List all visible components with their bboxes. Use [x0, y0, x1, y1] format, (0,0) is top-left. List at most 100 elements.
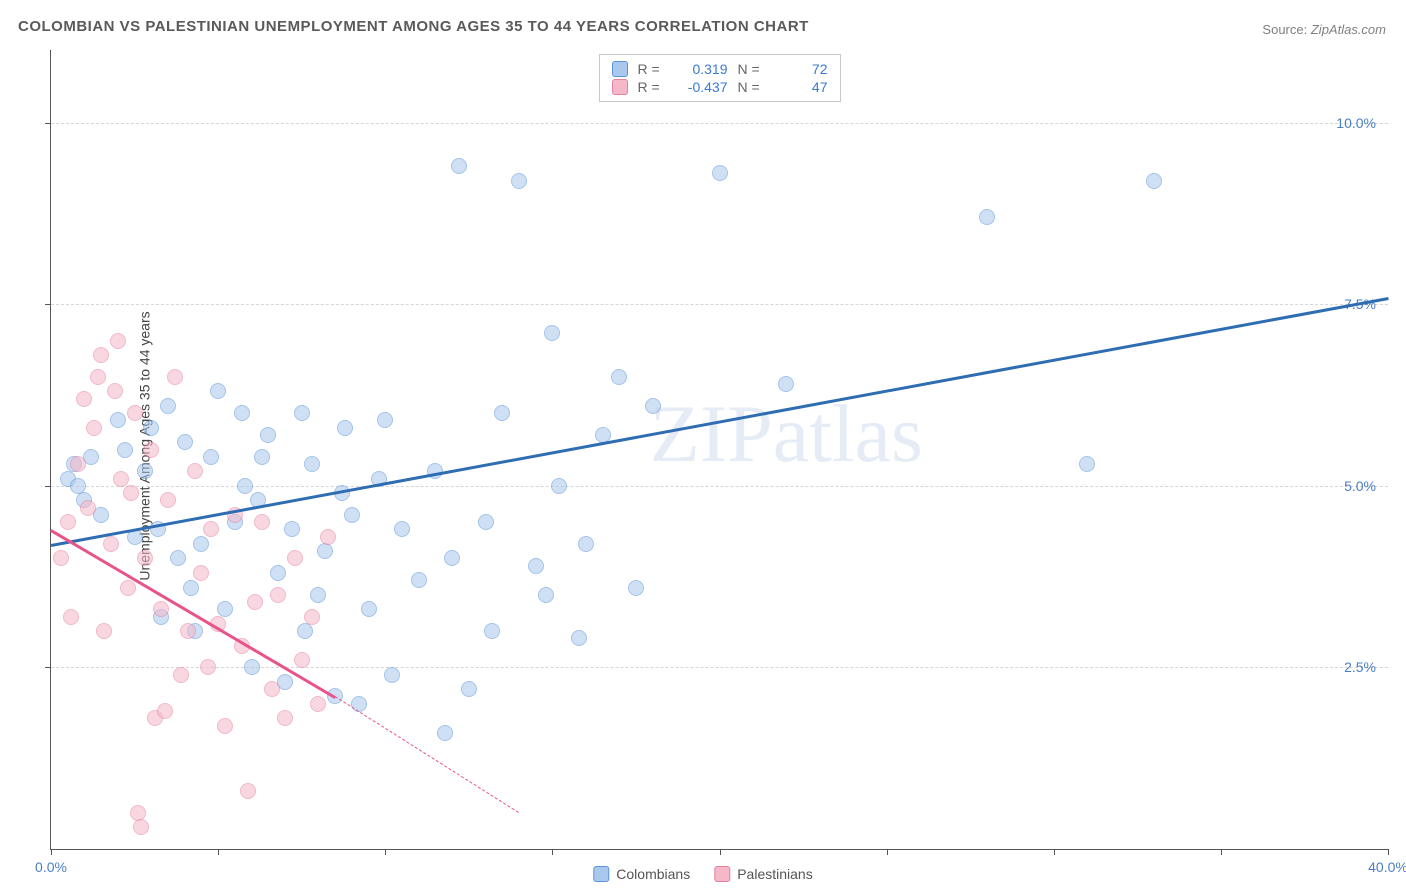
x-tick: [1221, 849, 1222, 855]
r-value-colombians: 0.319: [678, 61, 728, 77]
data-point: [137, 463, 153, 479]
trend-line: [335, 697, 519, 814]
data-point: [571, 630, 587, 646]
data-point: [270, 565, 286, 581]
n-label: N =: [738, 79, 768, 95]
data-point: [1079, 456, 1095, 472]
data-point: [70, 456, 86, 472]
source-attribution: Source: ZipAtlas.com: [1262, 22, 1386, 37]
legend-row-palestinians: R = -0.437 N = 47: [612, 78, 828, 96]
data-point: [86, 420, 102, 436]
data-point: [712, 165, 728, 181]
swatch-palestinians: [612, 79, 628, 95]
data-point: [237, 478, 253, 494]
data-point: [494, 405, 510, 421]
data-point: [76, 391, 92, 407]
r-label: R =: [638, 79, 668, 95]
source-value: ZipAtlas.com: [1311, 22, 1386, 37]
data-point: [244, 659, 260, 675]
data-point: [113, 471, 129, 487]
data-point: [247, 594, 263, 610]
data-point: [444, 550, 460, 566]
x-tick: [720, 849, 721, 855]
data-point: [377, 412, 393, 428]
data-point: [310, 587, 326, 603]
data-point: [528, 558, 544, 574]
data-point: [234, 405, 250, 421]
r-label: R =: [638, 61, 668, 77]
data-point: [90, 369, 106, 385]
data-point: [107, 383, 123, 399]
data-point: [187, 463, 203, 479]
data-point: [351, 696, 367, 712]
source-label: Source:: [1262, 22, 1307, 37]
data-point: [180, 623, 196, 639]
y-tick: [45, 123, 51, 124]
data-point: [103, 536, 119, 552]
data-point: [411, 572, 427, 588]
data-point: [183, 580, 199, 596]
data-point: [170, 550, 186, 566]
y-tick: [45, 304, 51, 305]
x-tick: [385, 849, 386, 855]
correlation-legend: R = 0.319 N = 72 R = -0.437 N = 47: [599, 54, 841, 102]
swatch-colombians: [593, 866, 609, 882]
gridline: [51, 123, 1388, 124]
data-point: [117, 442, 133, 458]
data-point: [320, 529, 336, 545]
data-point: [130, 805, 146, 821]
data-point: [264, 681, 280, 697]
x-tick-label: 40.0%: [1368, 859, 1406, 875]
data-point: [478, 514, 494, 530]
legend-label: Colombians: [616, 866, 690, 882]
data-point: [143, 420, 159, 436]
data-point: [260, 427, 276, 443]
data-point: [200, 659, 216, 675]
scatter-chart: ZIPatlas R = 0.319 N = 72 R = -0.437 N =…: [50, 50, 1388, 850]
n-value-palestinians: 47: [778, 79, 828, 95]
data-point: [361, 601, 377, 617]
data-point: [203, 521, 219, 537]
y-tick-label: 5.0%: [1344, 478, 1376, 494]
data-point: [297, 623, 313, 639]
data-point: [60, 514, 76, 530]
data-point: [551, 478, 567, 494]
data-point: [317, 543, 333, 559]
data-point: [210, 383, 226, 399]
swatch-palestinians: [714, 866, 730, 882]
data-point: [310, 696, 326, 712]
trend-line: [51, 297, 1388, 546]
watermark-text: ZIPatlas: [650, 387, 923, 481]
x-tick: [1388, 849, 1389, 855]
data-point: [294, 652, 310, 668]
data-point: [123, 485, 139, 501]
series-legend: Colombians Palestinians: [593, 866, 812, 882]
data-point: [578, 536, 594, 552]
data-point: [110, 333, 126, 349]
data-point: [254, 449, 270, 465]
data-point: [451, 158, 467, 174]
data-point: [277, 710, 293, 726]
data-point: [167, 369, 183, 385]
data-point: [193, 536, 209, 552]
data-point: [217, 718, 233, 734]
data-point: [304, 456, 320, 472]
data-point: [511, 173, 527, 189]
data-point: [979, 209, 995, 225]
data-point: [337, 420, 353, 436]
data-point: [53, 550, 69, 566]
data-point: [270, 587, 286, 603]
data-point: [254, 514, 270, 530]
data-point: [143, 442, 159, 458]
data-point: [304, 609, 320, 625]
data-point: [177, 434, 193, 450]
data-point: [110, 412, 126, 428]
data-point: [203, 449, 219, 465]
data-point: [80, 500, 96, 516]
data-point: [127, 405, 143, 421]
n-value-colombians: 72: [778, 61, 828, 77]
x-tick: [1054, 849, 1055, 855]
y-tick-label: 2.5%: [1344, 659, 1376, 675]
data-point: [193, 565, 209, 581]
legend-item-colombians: Colombians: [593, 866, 690, 882]
